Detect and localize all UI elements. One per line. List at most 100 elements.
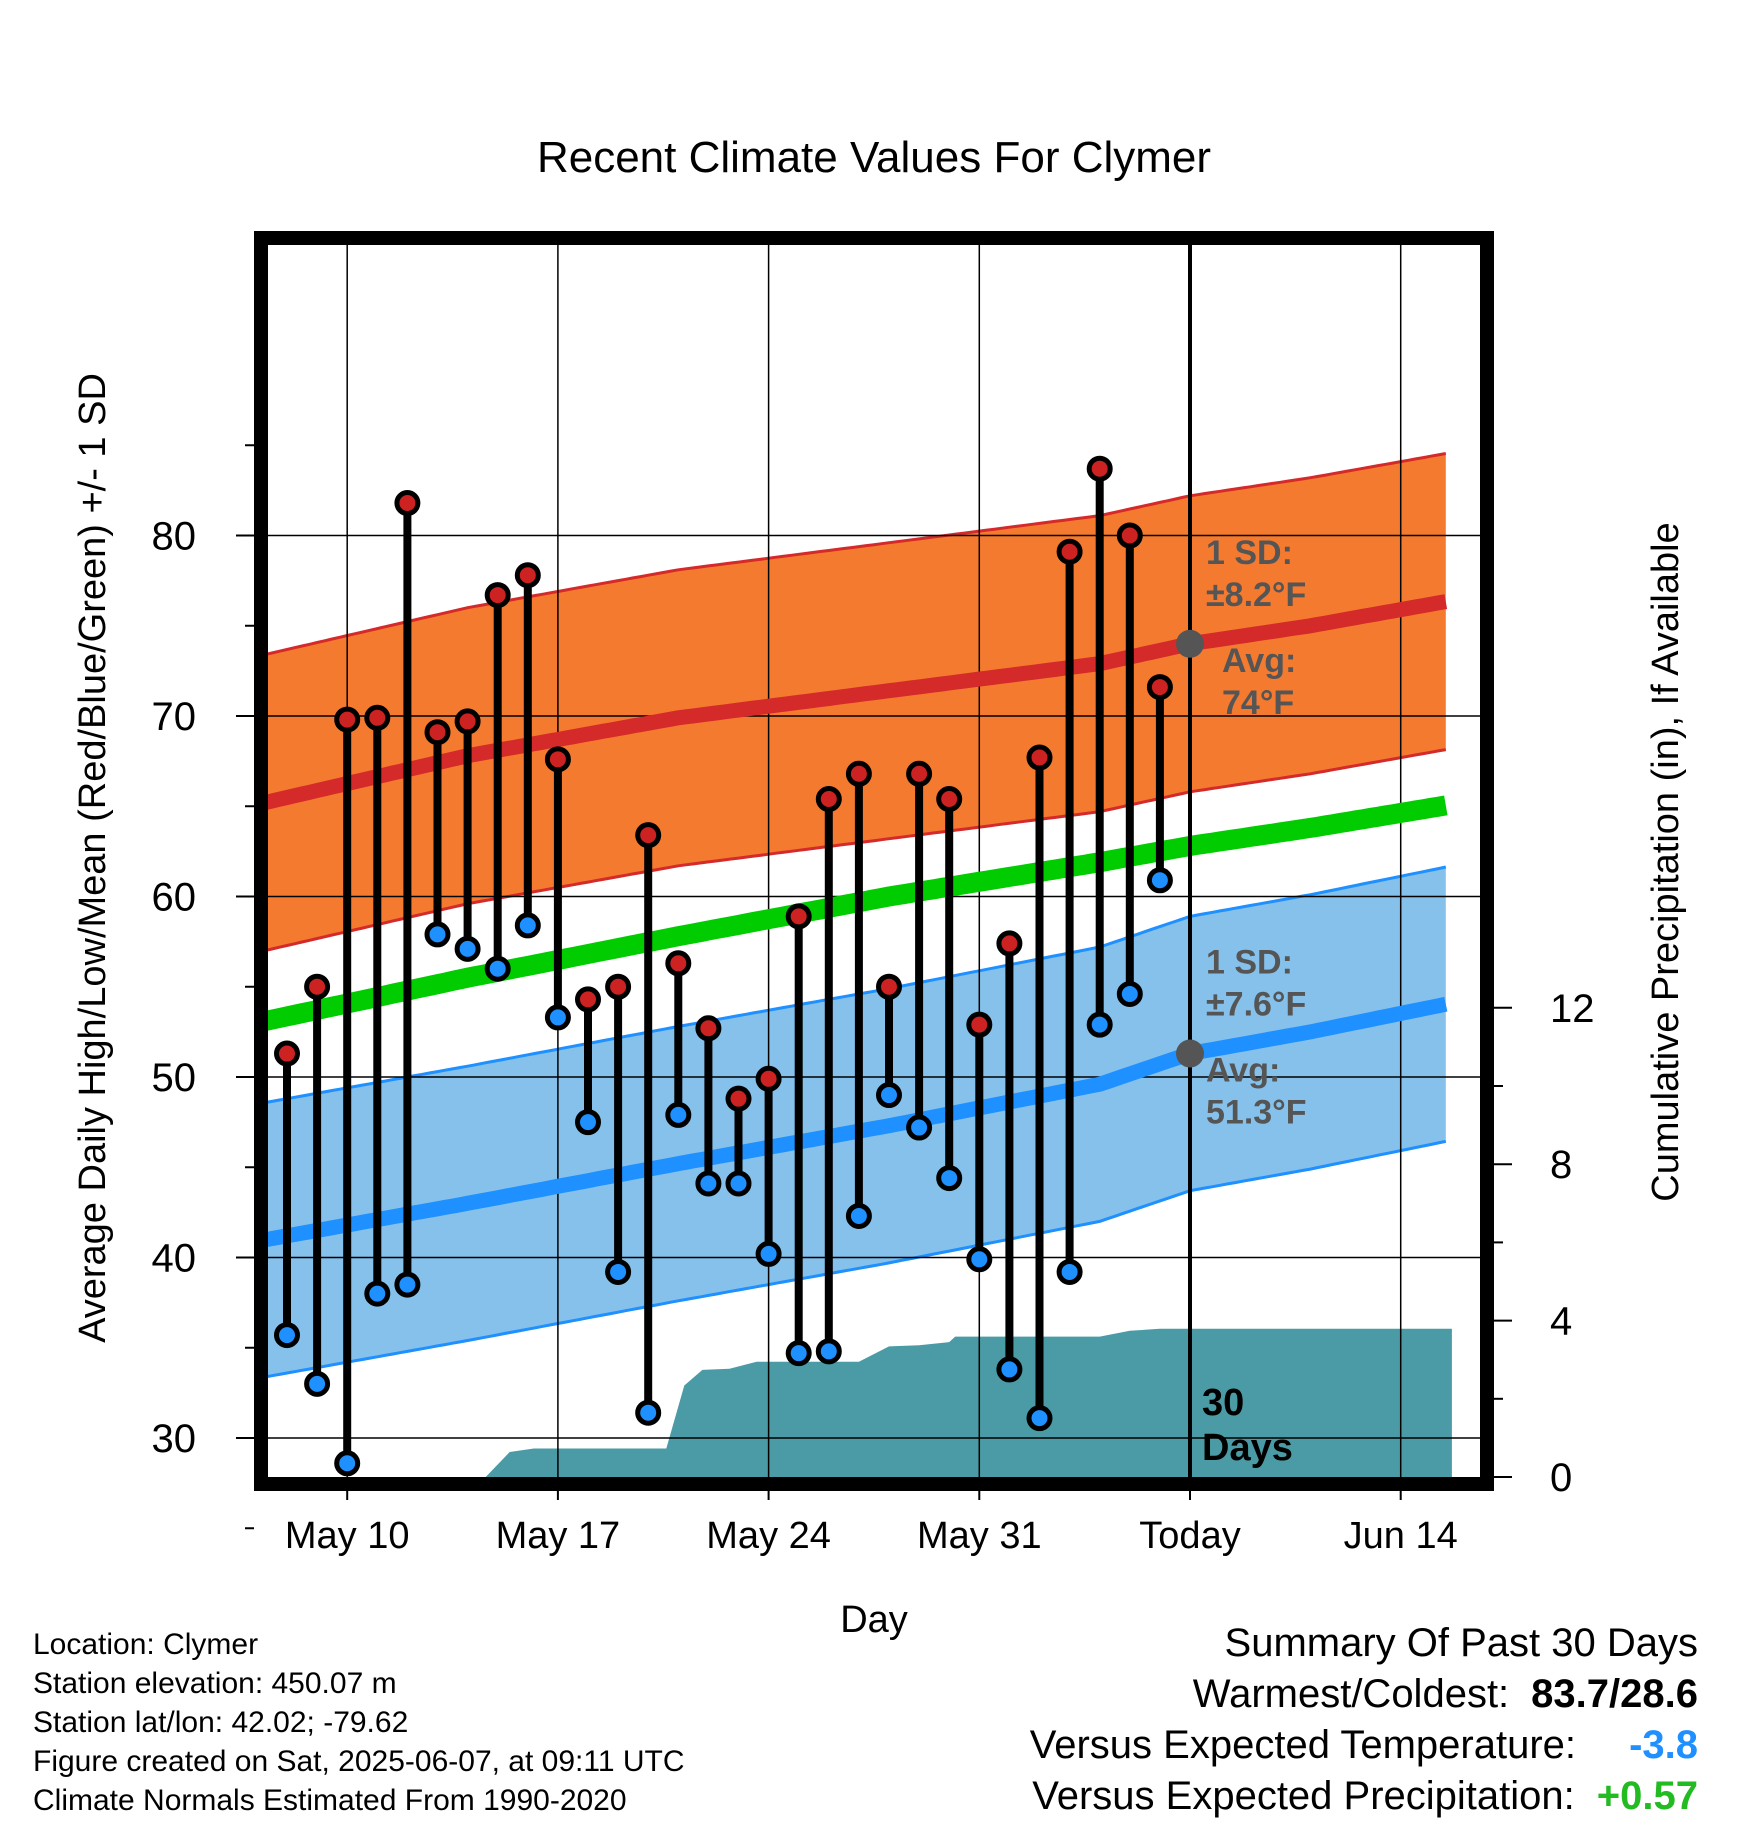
station-info: Location: Clymer Station elevation: 450.…	[33, 1625, 685, 1820]
x-tick-label: Today	[1139, 1515, 1240, 1557]
days-count-label: 30	[1202, 1382, 1244, 1424]
y-tick-label-left: 30	[152, 1417, 197, 1461]
x-tick-label: May 17	[496, 1515, 621, 1557]
warm-cold-value: 83.7/28.6	[1531, 1672, 1698, 1716]
plot-frame	[254, 231, 1494, 1491]
high-point	[394, 490, 421, 517]
summary-temp: Versus Expected Temperature: -3.8	[1030, 1720, 1698, 1771]
high-point	[1086, 455, 1113, 482]
high-point	[725, 1085, 752, 1112]
location-text: Location: Clymer	[33, 1628, 259, 1661]
precip-area-group	[485, 1328, 1452, 1477]
y-axis-label-right: Cumulative Precipitation (in), If Availa…	[1645, 522, 1687, 1201]
chart-title: Recent Climate Values For Clymer	[537, 133, 1211, 182]
low-point	[996, 1356, 1023, 1383]
x-tick-label: May 10	[285, 1515, 410, 1557]
low-point	[334, 1450, 361, 1477]
low-point	[304, 1370, 331, 1397]
y-tick-label-right: 4	[1550, 1300, 1572, 1344]
high-band-upper-edge	[268, 452, 1447, 656]
high-point	[1026, 744, 1053, 771]
high-point	[936, 786, 963, 813]
y-tick-label-left: 40	[152, 1237, 197, 1281]
high-point	[424, 719, 451, 746]
low-point	[274, 1322, 300, 1349]
low-avg-marker	[1176, 1039, 1204, 1068]
low-point	[1146, 867, 1173, 894]
y-tick-label-right: 12	[1550, 987, 1595, 1031]
y-tick-label-right: 0	[1550, 1456, 1572, 1500]
plot-border	[254, 231, 1494, 1491]
temp-value: -3.8	[1629, 1723, 1698, 1767]
low-sd-label: 1 SD:	[1206, 944, 1293, 982]
high-point	[635, 822, 662, 849]
high-point	[695, 1015, 722, 1042]
low-band-lower-edge	[268, 1139, 1447, 1378]
y-tick-label-left: 70	[152, 695, 197, 739]
high-point	[454, 708, 481, 735]
y-axis-label-left: Average Daily High/Low/Mean (Red/Blue/Gr…	[72, 373, 114, 1343]
elevation-text: Station elevation: 450.07 m	[33, 1667, 397, 1700]
high-avg-marker	[1176, 629, 1204, 658]
avg-low-line	[268, 996, 1448, 1247]
low-point	[514, 912, 541, 939]
high-point	[966, 1011, 993, 1038]
high-point	[544, 746, 571, 773]
high-point	[304, 973, 331, 1000]
high-avg-value: 74°F	[1222, 684, 1294, 722]
normal-lines	[268, 594, 1448, 1247]
axes: May 10 May 17 May 24 May 31 Today Jun 1430405…	[152, 444, 1595, 1557]
high-point	[755, 1065, 782, 1092]
low-point	[1086, 1011, 1113, 1038]
high-point	[274, 1040, 300, 1067]
observations	[274, 455, 1173, 1477]
low-point	[1026, 1405, 1053, 1432]
low-point	[484, 955, 511, 982]
low-point	[665, 1101, 692, 1128]
precip-area	[485, 1328, 1452, 1477]
low-point	[575, 1109, 601, 1136]
summary-warm-cold: Warmest/Coldest: 83.7/28.6	[1030, 1669, 1698, 1720]
y-tick-label-left: 80	[152, 515, 197, 559]
low-point	[1056, 1258, 1083, 1285]
summary-title: Summary Of Past 30 Days	[1224, 1621, 1698, 1665]
latlon-text: Station lat/lon: 42.02; -79.62	[33, 1706, 409, 1739]
high-sd-value: ±8.2°F	[1206, 576, 1306, 614]
normals-text: Climate Normals Estimated From 1990-2020	[33, 1784, 627, 1817]
high-point	[334, 706, 361, 733]
x-axis-label: Day	[840, 1599, 908, 1641]
low-point	[394, 1271, 421, 1298]
high-point	[876, 973, 902, 1000]
low-avg-label: Avg:	[1206, 1052, 1280, 1090]
high-point	[514, 562, 541, 589]
low-point	[966, 1246, 993, 1273]
low-point	[695, 1170, 722, 1197]
avg-mean-line	[268, 795, 1448, 1031]
low-point	[876, 1082, 902, 1109]
y-tick-label-left: 50	[152, 1056, 197, 1100]
low-sd-value: ±7.6°F	[1206, 986, 1306, 1024]
summary-panel: Summary Of Past 30 Days Warmest/Coldest:…	[1030, 1618, 1698, 1822]
warm-cold-label: Warmest/Coldest:	[1192, 1672, 1510, 1716]
high-point	[575, 986, 601, 1013]
low-point	[454, 935, 481, 962]
high-point	[815, 786, 842, 813]
high-point	[484, 582, 511, 609]
created-text: Figure created on Sat, 2025-06-07, at 09…	[33, 1745, 685, 1778]
high-band-lower-edge	[268, 748, 1447, 952]
low-point	[424, 921, 451, 948]
high-point	[605, 973, 632, 1000]
low-point	[364, 1280, 391, 1307]
high-sd-label: 1 SD:	[1206, 534, 1293, 572]
low-point	[815, 1338, 842, 1365]
annotations: 1 SD: ±8.2°F Avg: 74°F 1 SD: ±7.6°F Avg: 51.3°F…	[1176, 534, 1307, 1469]
low-point	[635, 1399, 662, 1426]
low-point	[605, 1258, 632, 1285]
high-point	[1116, 522, 1143, 549]
precip-label: Versus Expected Precipitation:	[1032, 1774, 1575, 1818]
y-tick-label-left: 60	[152, 876, 197, 920]
low-point	[785, 1340, 812, 1367]
high-point	[785, 903, 812, 930]
high-point	[906, 760, 933, 787]
